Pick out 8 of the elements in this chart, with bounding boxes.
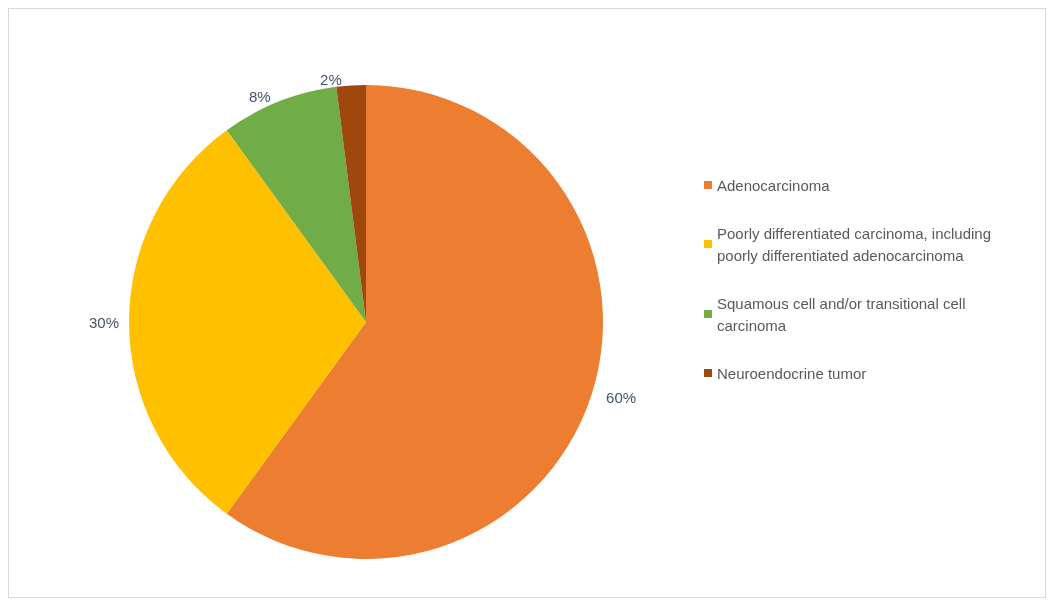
data-label: 60% bbox=[606, 388, 637, 406]
legend-label: Neuroendocrine tumor bbox=[717, 364, 867, 382]
legend-label: Squamous cell and/or transitional cell carcinoma bbox=[717, 294, 970, 334]
legend-label: Poorly differentiated carcinoma, including poorly differentiated adenocarcinoma bbox=[717, 224, 996, 264]
legend-label: Adenocarcinoma bbox=[717, 176, 831, 194]
data-label: 2% bbox=[320, 70, 342, 88]
data-label: 8% bbox=[248, 87, 271, 105]
data-label: 30% bbox=[88, 313, 119, 331]
